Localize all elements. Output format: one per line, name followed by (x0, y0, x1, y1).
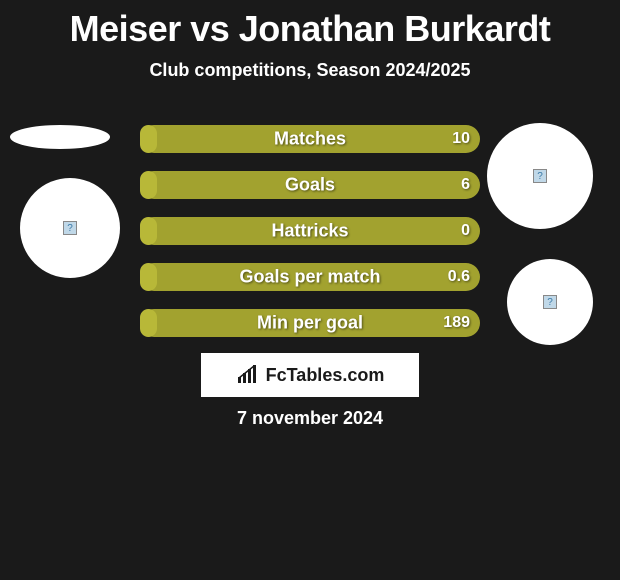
bar-row: Matches 10 (140, 125, 480, 153)
bar-label: Goals (285, 175, 335, 196)
bars-container: Matches 10 Goals 6 Hattricks 0 Goals per… (140, 125, 480, 355)
bar-label: Goals per match (239, 267, 380, 288)
placeholder-icon: ? (63, 221, 77, 235)
bar-fill (140, 309, 157, 337)
circle-right-bottom: ? (507, 259, 593, 345)
bar-label: Hattricks (271, 221, 348, 242)
bar-value: 10 (452, 130, 470, 148)
attribution-box: FcTables.com (201, 353, 419, 397)
bar-value: 6 (461, 176, 470, 194)
bar-row: Hattricks 0 (140, 217, 480, 245)
bar-fill (140, 171, 157, 199)
ellipse-left (10, 125, 110, 149)
placeholder-icon: ? (543, 295, 557, 309)
bar-label: Min per goal (257, 313, 363, 334)
bar-fill (140, 125, 157, 153)
page-subtitle: Club competitions, Season 2024/2025 (0, 60, 620, 81)
chart-icon (236, 365, 260, 385)
attribution-text: FcTables.com (266, 365, 385, 386)
bar-value: 0 (461, 222, 470, 240)
circle-right-top: ? (487, 123, 593, 229)
bar-row: Min per goal 189 (140, 309, 480, 337)
bar-row: Goals 6 (140, 171, 480, 199)
circle-left-bottom: ? (20, 178, 120, 278)
bar-value: 0.6 (448, 268, 470, 286)
date-text: 7 november 2024 (0, 408, 620, 429)
bar-value: 189 (443, 314, 470, 332)
page-title: Meiser vs Jonathan Burkardt (0, 0, 620, 50)
bar-fill (140, 217, 157, 245)
bar-fill (140, 263, 157, 291)
bar-label: Matches (274, 129, 346, 150)
placeholder-icon: ? (533, 169, 547, 183)
bar-row: Goals per match 0.6 (140, 263, 480, 291)
